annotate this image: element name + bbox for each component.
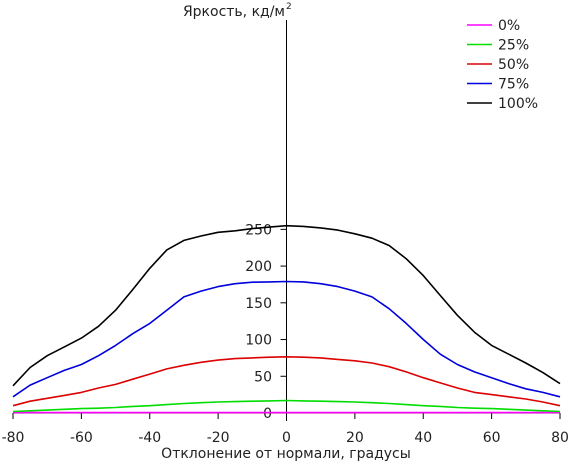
chart-title: Яркость, кд/м <box>183 4 285 20</box>
x-tick-label: -80 <box>2 430 25 446</box>
y-tick-label: 50 <box>254 369 272 385</box>
series-line-25pct <box>12 399 561 413</box>
plot-area: -80 -60 -40 -20 0 20 40 60 80 0 50 100 150 200 250 <box>2 20 568 446</box>
y-tick-label: 100 <box>245 333 272 349</box>
x-tick-label: -60 <box>70 430 93 446</box>
legend-label: 50% <box>498 57 529 73</box>
y-tick-label: 250 <box>245 222 272 238</box>
x-tick-label: 60 <box>483 430 501 446</box>
y-tick-label: 150 <box>245 296 272 312</box>
x-tick-label: -20 <box>207 430 230 446</box>
x-tick-label: 0 <box>282 430 291 446</box>
y-tick-label: 0 <box>263 406 272 422</box>
series-line-50pct <box>12 355 561 407</box>
legend-label: 100% <box>498 96 538 112</box>
x-tick-label: 80 <box>551 430 568 446</box>
series-line-75pct <box>12 280 561 398</box>
series-lines <box>12 224 561 414</box>
x-tick-label: -40 <box>138 430 161 446</box>
legend-label: 25% <box>498 38 529 54</box>
x-axis-label: Отклонение от нормали, градусы <box>161 446 411 462</box>
series-line-100pct <box>12 224 561 387</box>
legend: 0% 25% 50% 75% 100% <box>467 18 538 112</box>
x-tick-label: 20 <box>346 430 364 446</box>
chart-title-superscript: 2 <box>286 2 292 12</box>
x-tick-label: 40 <box>414 430 432 446</box>
axis-ticks: -80 -60 -40 -20 0 20 40 60 80 0 50 100 150 200 250 <box>2 222 568 446</box>
legend-label: 0% <box>498 18 520 34</box>
y-tick-label: 200 <box>245 259 272 275</box>
legend-label: 75% <box>498 77 529 93</box>
